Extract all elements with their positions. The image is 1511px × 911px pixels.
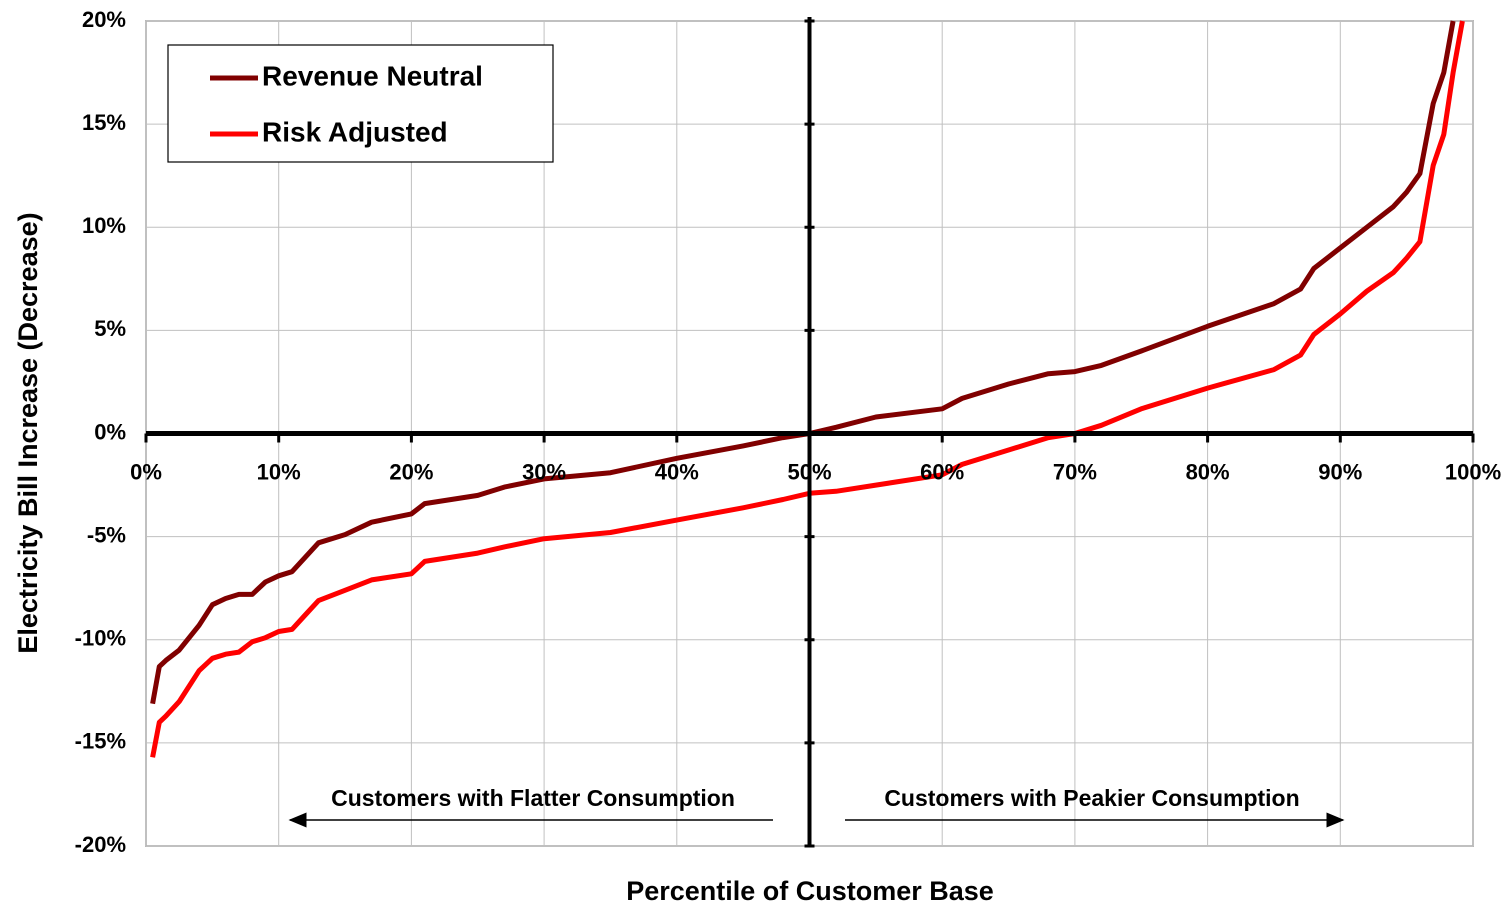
y-tick-label: 20% — [82, 7, 126, 32]
x-tick-label: 0% — [130, 459, 162, 484]
annotation: Customers with Flatter Consumption — [331, 785, 735, 811]
y-tick-label: 10% — [82, 213, 126, 238]
x-tick-label: 40% — [655, 459, 699, 484]
legend: Revenue Neutral Risk Adjusted — [167, 44, 554, 163]
x-tick-label: 90% — [1318, 459, 1362, 484]
x-tick-label: 10% — [257, 459, 301, 484]
series-line — [150, 20, 1465, 758]
y-tick-label: 15% — [82, 110, 126, 135]
y-tick-label: -20% — [75, 832, 126, 857]
legend-label: Risk Adjusted — [262, 116, 448, 147]
y-axis-title: Electricity Bill Increase (Decrease) — [13, 212, 43, 653]
x-tick-label: 30% — [522, 459, 566, 484]
x-tick-label: 20% — [389, 459, 433, 484]
y-tick-label: -15% — [75, 729, 126, 754]
legend-box — [167, 44, 554, 163]
y-tick-label: -10% — [75, 626, 126, 651]
x-axis-title: Percentile of Customer Base — [626, 876, 994, 906]
x-tick-label: 70% — [1053, 459, 1097, 484]
x-tick-label: 60% — [920, 459, 964, 484]
y-tick-label: 5% — [94, 316, 126, 341]
x-tick-label: 100% — [1445, 459, 1501, 484]
x-tick-label: 80% — [1186, 459, 1230, 484]
series-line — [150, 20, 1456, 705]
y-tick-label: 0% — [94, 419, 126, 444]
legend-label: Revenue Neutral — [262, 60, 483, 91]
y-tick-label: -5% — [87, 522, 126, 547]
annotation: Customers with Peakier Consumption — [884, 785, 1299, 811]
